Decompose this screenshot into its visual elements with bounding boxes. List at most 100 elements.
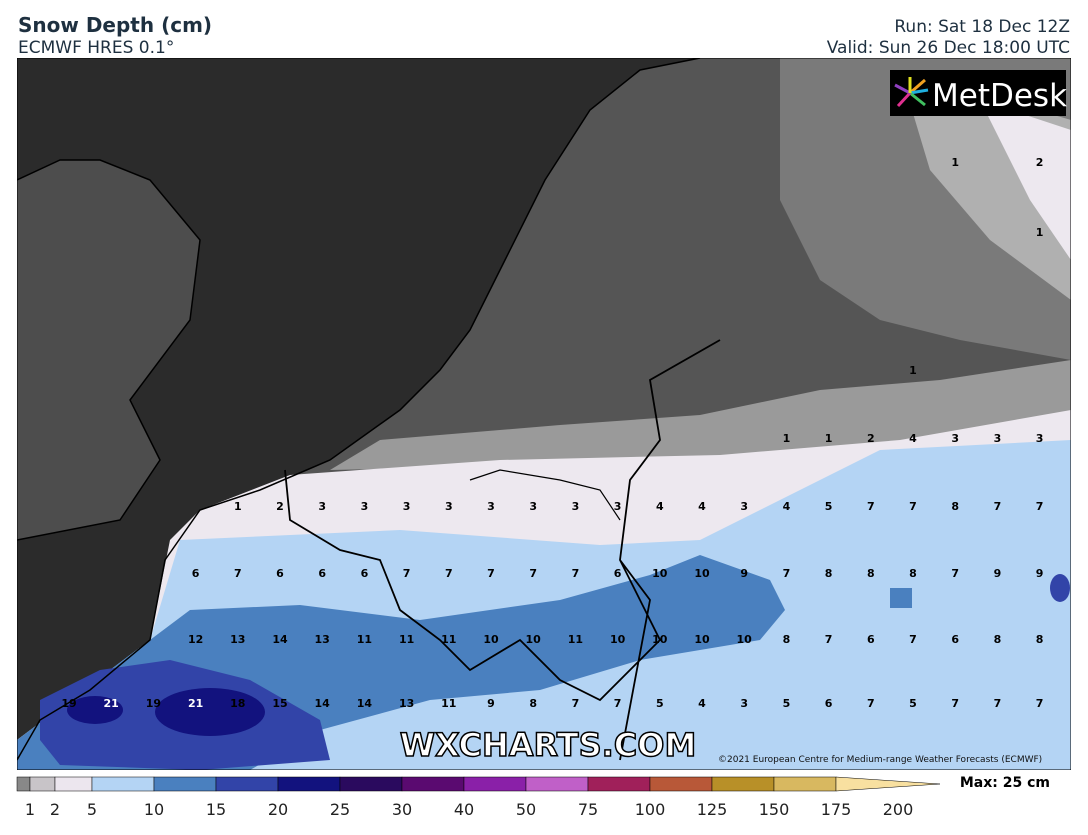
- grid-value: 10: [483, 633, 499, 646]
- map: [17, 58, 1071, 770]
- colorbar-label: 5: [87, 800, 97, 819]
- colorbar-label: 200: [883, 800, 914, 819]
- colorbar-segment: [401, 776, 465, 792]
- grid-value: 6: [361, 567, 369, 580]
- grid-value: 3: [572, 500, 580, 513]
- grid-value: 7: [572, 697, 580, 710]
- colorbar-segment: [525, 776, 589, 792]
- colorbar-label: 10: [144, 800, 164, 819]
- colorbar-segment: [773, 776, 837, 792]
- grid-value: 3: [361, 500, 369, 513]
- colorbar-label: 30: [392, 800, 412, 819]
- grid-value: 7: [487, 567, 495, 580]
- grid-value: 7: [825, 633, 833, 646]
- grid-value: 14: [315, 697, 331, 710]
- grid-value: 10: [737, 633, 753, 646]
- grid-value: 1: [234, 500, 242, 513]
- grid-value: 1: [951, 156, 959, 169]
- grid-value: 4: [656, 500, 664, 513]
- colorbar-extension: [835, 776, 941, 792]
- grid-value: 3: [487, 500, 495, 513]
- logo-box: [890, 70, 1066, 116]
- grid-value: 3: [403, 500, 411, 513]
- grid-value: 11: [357, 633, 372, 646]
- grid-value: 21: [104, 697, 119, 710]
- grid-value: 7: [951, 697, 959, 710]
- grid-value: 3: [740, 500, 748, 513]
- grid-value: 21: [188, 697, 203, 710]
- grid-value: 11: [441, 633, 456, 646]
- colorbar-label: 15: [206, 800, 226, 819]
- grid-value: 19: [146, 697, 161, 710]
- grid-value: 8: [529, 697, 537, 710]
- grid-value: 8: [783, 633, 791, 646]
- grid-value: 3: [529, 500, 537, 513]
- grid-value: 2: [1036, 156, 1044, 169]
- grid-value: 19: [61, 697, 76, 710]
- grid-value: 5: [909, 697, 917, 710]
- grid-value: 13: [315, 633, 330, 646]
- grid-value: 14: [357, 697, 373, 710]
- colorbar-label: 25: [330, 800, 350, 819]
- grid-value: 8: [909, 567, 917, 580]
- grid-value: 4: [909, 432, 917, 445]
- grid-value: 7: [783, 567, 791, 580]
- grid-value: 7: [867, 500, 875, 513]
- grid-value: 9: [487, 697, 495, 710]
- colorbar-segment: [153, 776, 217, 792]
- colorbar-segment: [339, 776, 403, 792]
- title: Snow Depth (cm): [18, 13, 212, 37]
- max-label: Max: 25 cm: [960, 775, 1050, 791]
- grid-value: 6: [867, 633, 875, 646]
- grid-value: 11: [568, 633, 583, 646]
- grid-value: 4: [698, 500, 706, 513]
- grid-value: 7: [614, 697, 622, 710]
- grid-value: 4: [783, 500, 791, 513]
- logo-icon: [894, 77, 929, 108]
- colorbar-label: 1: [25, 800, 35, 819]
- grid-value: 3: [951, 432, 959, 445]
- grid-value: 6: [318, 567, 326, 580]
- grid-value: 7: [867, 697, 875, 710]
- grid-value: 7: [994, 697, 1002, 710]
- valid: Valid: Sun 26 Dec 18:00 UTC: [827, 38, 1070, 58]
- grid-value: 3: [445, 500, 453, 513]
- grid-value: 3: [1036, 432, 1044, 445]
- colorbar-segment: [54, 776, 93, 792]
- grid-value: 18: [230, 697, 245, 710]
- grid-value: 8: [994, 633, 1002, 646]
- copyright: ©2021 European Centre for Medium-range W…: [718, 755, 1042, 765]
- grid-value: 10: [694, 567, 710, 580]
- colorbar-segment: [277, 776, 341, 792]
- grid-value: 6: [825, 697, 833, 710]
- logo-text: MetDesk: [932, 78, 1067, 114]
- grid-value: 13: [399, 697, 414, 710]
- grid-value: 13: [230, 633, 245, 646]
- grid-value: 7: [1036, 697, 1044, 710]
- grid-value: 7: [529, 567, 537, 580]
- grid-value: 6: [614, 567, 622, 580]
- grid-value: 8: [867, 567, 875, 580]
- grid-value: 9: [1036, 567, 1044, 580]
- grid-value: 10: [526, 633, 542, 646]
- grid-value: 7: [994, 500, 1002, 513]
- colorbar-label: 50: [516, 800, 536, 819]
- grid-value: 3: [614, 500, 622, 513]
- grid-value: 6: [951, 633, 959, 646]
- grid-value: 8: [951, 500, 959, 513]
- grid-value: 9: [994, 567, 1002, 580]
- grid-value: 1: [783, 432, 791, 445]
- subtitle: ECMWF HRES 0.1°: [18, 38, 174, 58]
- colorbar-label: 150: [759, 800, 790, 819]
- colorbar-label: 20: [268, 800, 288, 819]
- grid-value: 6: [192, 567, 200, 580]
- colorbar-label: 125: [697, 800, 728, 819]
- grid-value: 1: [1036, 226, 1044, 239]
- colorbar-segment: [29, 776, 56, 792]
- grid-value: 2: [867, 432, 875, 445]
- grid-value: 7: [234, 567, 242, 580]
- grid-value: 6: [276, 567, 284, 580]
- grid-value: 7: [403, 567, 411, 580]
- colorbar-segment: [16, 776, 31, 792]
- colorbar-label: 75: [578, 800, 598, 819]
